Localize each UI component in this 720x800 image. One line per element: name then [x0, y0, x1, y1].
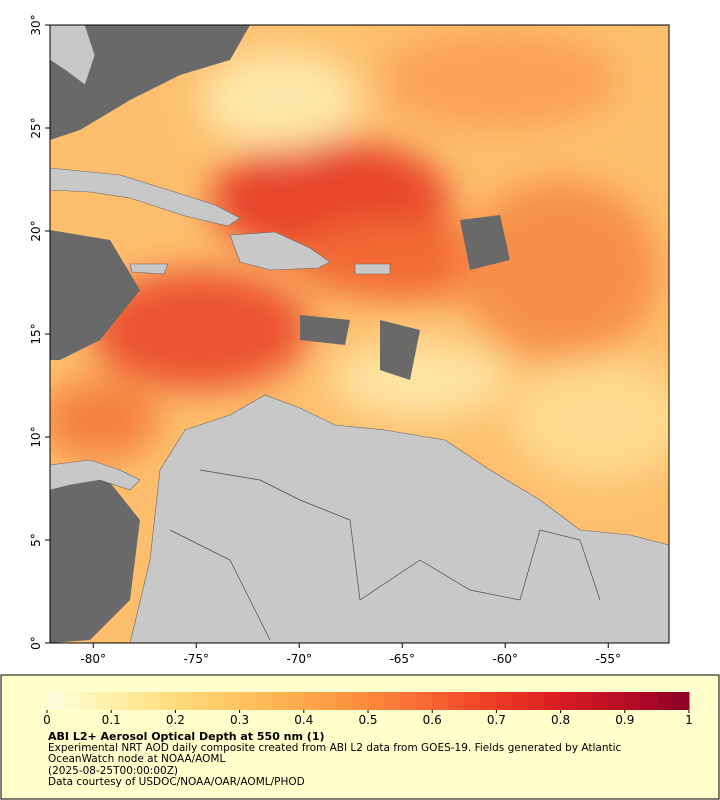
caption-line: Data courtesy of USDOC/NOAA/OAR/AOML/PHO… — [48, 776, 305, 788]
y-tick-label: 10° — [29, 426, 43, 447]
colorbar-step — [528, 692, 546, 710]
y-tick-label: 20° — [29, 220, 43, 241]
x-tick-label: -80° — [80, 652, 106, 666]
colorbar-step — [303, 692, 321, 710]
colorbar-tick-label: 0.1 — [102, 713, 121, 727]
colorbar-step — [608, 692, 626, 710]
caption-title: ABI L2+ Aerosol Optical Depth at 550 nm … — [48, 730, 325, 743]
colorbar-step — [544, 692, 562, 710]
colorbar-tick-label: 0.3 — [230, 713, 249, 727]
colorbar-step — [351, 692, 369, 710]
colorbar-step — [576, 692, 594, 710]
colorbar-step — [79, 692, 96, 710]
colorbar-step — [319, 692, 337, 710]
x-tick-label: -65° — [389, 652, 415, 666]
colorbar-step — [287, 692, 305, 710]
colorbar-step — [592, 692, 610, 710]
colorbar-step — [416, 692, 433, 710]
y-tick-label: 5° — [29, 533, 43, 547]
colorbar-tick-label: 0.9 — [615, 713, 634, 727]
colorbar-step — [111, 692, 128, 710]
x-tick-label: -60° — [492, 652, 518, 666]
colorbar-step — [640, 692, 658, 710]
y-tick-label: 30° — [29, 14, 43, 35]
colorbar-tick-label: 0.5 — [358, 713, 377, 727]
colorbar-tick-label: 0.4 — [294, 713, 313, 727]
colorbar-step — [672, 692, 690, 710]
colorbar-step — [432, 692, 449, 710]
colorbar-step — [480, 692, 497, 710]
colorbar-step — [95, 692, 112, 710]
colorbar-step — [448, 692, 465, 710]
colorbar-step — [255, 692, 273, 710]
x-tick-label: -55° — [595, 652, 621, 666]
colorbar-tick-label: 0.6 — [423, 713, 442, 727]
colorbar-step — [63, 692, 80, 710]
map-area — [50, 25, 669, 643]
colorbar-step — [223, 692, 241, 710]
colorbar-step — [159, 692, 176, 710]
colorbar-step — [271, 692, 289, 710]
colorbar-step — [464, 692, 481, 710]
caption-line: (2025-08-25T00:00:00Z) — [48, 765, 178, 777]
x-tick-label: -75° — [183, 652, 209, 666]
colorbar-step — [512, 692, 529, 710]
colorbar-tick-label: 0 — [43, 713, 51, 727]
y-tick-label: 0° — [29, 636, 43, 650]
colorbar-tick-label: 0.8 — [551, 713, 570, 727]
colorbar-step — [47, 692, 64, 710]
y-tick-label: 25° — [29, 117, 43, 138]
y-tick-label: 15° — [29, 323, 43, 344]
caption-line: Experimental NRT AOD daily composite cre… — [48, 742, 622, 765]
colorbar-step — [239, 692, 257, 710]
colorbar-step — [400, 692, 417, 710]
colorbar-step — [656, 692, 674, 710]
colorbar-step — [335, 692, 353, 710]
colorbar-step — [624, 692, 642, 710]
colorbar-step — [191, 692, 208, 710]
colorbar-step — [143, 692, 160, 710]
colorbar-step — [384, 692, 401, 710]
colorbar-tick-label: 0.7 — [487, 713, 506, 727]
colorbar-step — [560, 692, 578, 710]
colorbar-step — [175, 692, 192, 710]
colorbar-tick-label: 1 — [685, 713, 693, 727]
colorbar-step — [496, 692, 513, 710]
colorbar-step — [127, 692, 144, 710]
colorbar-step — [368, 692, 385, 710]
colorbar-step — [207, 692, 225, 710]
x-tick-label: -70° — [286, 652, 312, 666]
colorbar-tick-label: 0.2 — [166, 713, 185, 727]
